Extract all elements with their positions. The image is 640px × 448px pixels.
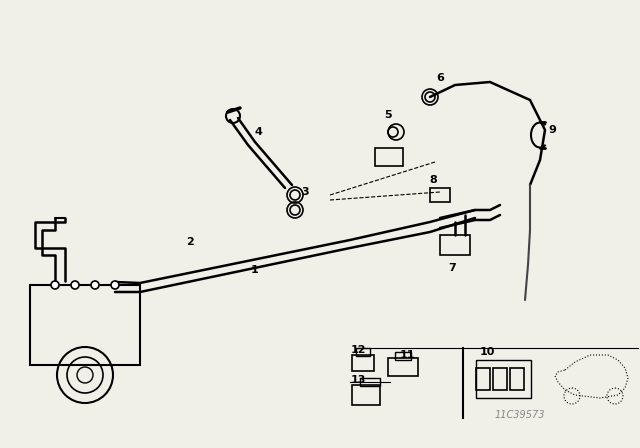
Bar: [352, 385, 380, 405]
Text: 5: 5: [384, 110, 392, 120]
Text: 9: 9: [548, 125, 556, 135]
Text: 1: 1: [251, 265, 259, 275]
Bar: [356, 348, 370, 356]
Bar: [430, 188, 450, 202]
Circle shape: [71, 281, 79, 289]
Text: 7: 7: [448, 263, 456, 273]
Text: 8: 8: [429, 175, 437, 185]
Text: 11: 11: [399, 350, 415, 360]
Bar: [352, 355, 374, 371]
Bar: [440, 235, 470, 255]
Circle shape: [91, 281, 99, 289]
Bar: [375, 148, 403, 166]
Bar: [476, 360, 531, 398]
Text: 13: 13: [350, 375, 365, 385]
Bar: [493, 368, 507, 390]
Bar: [30, 285, 140, 365]
Circle shape: [111, 281, 119, 289]
Text: 10: 10: [479, 347, 495, 357]
Bar: [395, 352, 411, 360]
Bar: [476, 368, 490, 390]
Text: 11C39573: 11C39573: [495, 410, 545, 420]
Text: 6: 6: [436, 73, 444, 83]
Bar: [388, 358, 418, 376]
Text: 12: 12: [350, 345, 365, 355]
Bar: [360, 378, 380, 386]
Bar: [510, 368, 524, 390]
Text: 4: 4: [254, 127, 262, 137]
Text: 2: 2: [186, 237, 194, 247]
Circle shape: [51, 281, 59, 289]
Text: 3: 3: [301, 187, 309, 197]
